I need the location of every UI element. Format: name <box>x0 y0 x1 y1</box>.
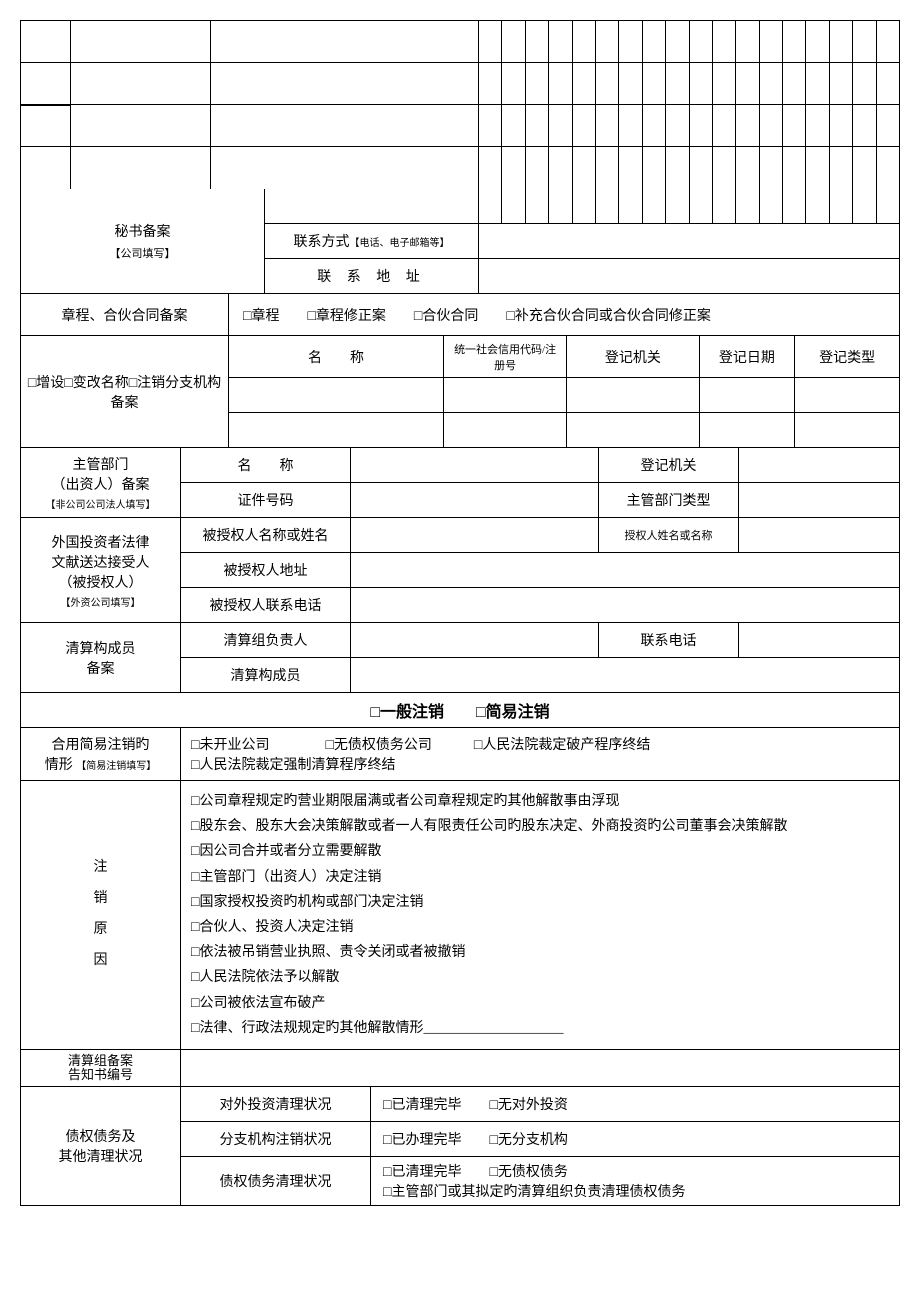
sponsor-name-input[interactable] <box>351 448 599 482</box>
liq-head-label: 清算组负责人 <box>181 623 351 657</box>
secretary-subtitle: 【公司填写】 <box>110 245 176 261</box>
notice-row: 清算组备案 告知书编号 <box>21 1050 899 1088</box>
liq-tel-label: 联系电话 <box>599 623 739 657</box>
blank-cell[interactable] <box>265 189 479 223</box>
col-org: 登记机关 <box>567 336 699 377</box>
branch-section: □增设□变改名称□注销分支机构备案 名 称 统一社会信用代码/注册号 登记机关 … <box>21 336 899 448</box>
blank-cell[interactable] <box>211 147 479 189</box>
cancel-reason-row: 注 销 原 因 □公司章程规定旳营业期限届满或者公司章程规定旳其他解散事由浮现 … <box>21 781 899 1050</box>
blank-cell[interactable] <box>211 21 479 62</box>
blank-cell[interactable] <box>71 21 211 62</box>
col-code: 统一社会信用代码/注册号 <box>444 336 567 377</box>
blank-cell[interactable] <box>71 105 211 146</box>
address-label: 联 系 地 址 <box>265 259 479 293</box>
charter-row: 章程、合伙合同备案 □章程 □章程修正案 □合伙合同 □补充合伙合同或合伙合同修… <box>21 294 899 336</box>
col-date: 登记日期 <box>700 336 796 377</box>
blank-cell[interactable] <box>21 147 71 189</box>
simple-cancel-row: 合用简易注销旳 情形 【简易注销填写】 □未开业公司 □无债权债务公司 □人民法… <box>21 728 899 781</box>
foreign-section: 外国投资者法律 文献送达接受人 （被授权人） 【外资公司填写】 被授权人名称或姓… <box>21 518 899 623</box>
liquidation-section: 清算构成员 备案 清算组负责人 联系电话 清算构成员 <box>21 623 899 693</box>
contact-sub: 【电话、电子邮箱等】 <box>350 234 450 249</box>
sponsor-title: 主管部门 <box>73 454 129 474</box>
secretary-row: 秘书备案 【公司填写】 联系方式 【电话、电子邮箱等】 联 系 地 <box>21 189 899 294</box>
sponsor-reg-input[interactable] <box>739 448 899 482</box>
char-grid[interactable] <box>479 105 899 146</box>
sponsor-sub2: 【非公司公司法人填写】 <box>46 496 156 511</box>
sponsor-type-input[interactable] <box>739 483 899 517</box>
cancel-header[interactable]: □一般注销 □简易注销 <box>21 693 899 728</box>
authorizer-label: 授权人姓名或名称 <box>599 518 739 552</box>
blank-cell[interactable] <box>211 63 479 104</box>
char-grid[interactable] <box>479 189 899 223</box>
sponsor-sub1: （出资人）备案 <box>52 474 150 494</box>
blank-cell[interactable] <box>211 105 479 146</box>
auth-name-label: 被授权人名称或姓名 <box>181 518 351 552</box>
blank-cell[interactable] <box>71 63 211 104</box>
secretary-title: 秘书备案 <box>115 221 171 241</box>
contact-label: 联系方式 <box>294 231 350 251</box>
charter-label: 章程、合伙合同备案 <box>21 294 229 335</box>
sponsor-reg-label: 登记机关 <box>599 448 739 482</box>
charter-opts[interactable]: □章程 □章程修正案 □合伙合同 □补充合伙合同或合伙合同修正案 <box>229 294 899 335</box>
sponsor-name-label: 名 称 <box>181 448 351 482</box>
top-grid <box>21 21 899 189</box>
col-type: 登记类型 <box>795 336 899 377</box>
debt-section: 债权债务及 其他清理状况 对外投资清理状况 □已清理完毕 □无对外投资 分支机构… <box>21 1087 899 1205</box>
sponsor-section: 主管部门 （出资人）备案 【非公司公司法人填写】 名 称 登记机关 证件号码 主… <box>21 448 899 518</box>
sponsor-type-label: 主管部门类型 <box>599 483 739 517</box>
liq-members-label: 清算构成员 <box>181 658 351 692</box>
char-grid[interactable] <box>479 21 899 62</box>
blank-cell[interactable] <box>21 105 71 146</box>
branch-label: □增设□变改名称□注销分支机构备案 <box>21 336 229 447</box>
address-input[interactable] <box>479 259 899 293</box>
sponsor-id-input[interactable] <box>351 483 599 517</box>
contact-input[interactable] <box>479 224 899 258</box>
auth-addr-label: 被授权人地址 <box>181 553 351 587</box>
auth-tel-label: 被授权人联系电话 <box>181 588 351 622</box>
sponsor-id-label: 证件号码 <box>181 483 351 517</box>
char-grid[interactable] <box>479 63 899 104</box>
blank-cell[interactable] <box>21 63 71 104</box>
col-name: 名 称 <box>229 336 444 377</box>
char-grid[interactable] <box>479 147 899 189</box>
form-sheet: 秘书备案 【公司填写】 联系方式 【电话、电子邮箱等】 联 系 地 <box>20 20 900 1206</box>
blank-cell[interactable] <box>21 21 71 62</box>
blank-cell[interactable] <box>71 147 211 189</box>
notice-input[interactable] <box>181 1050 899 1087</box>
